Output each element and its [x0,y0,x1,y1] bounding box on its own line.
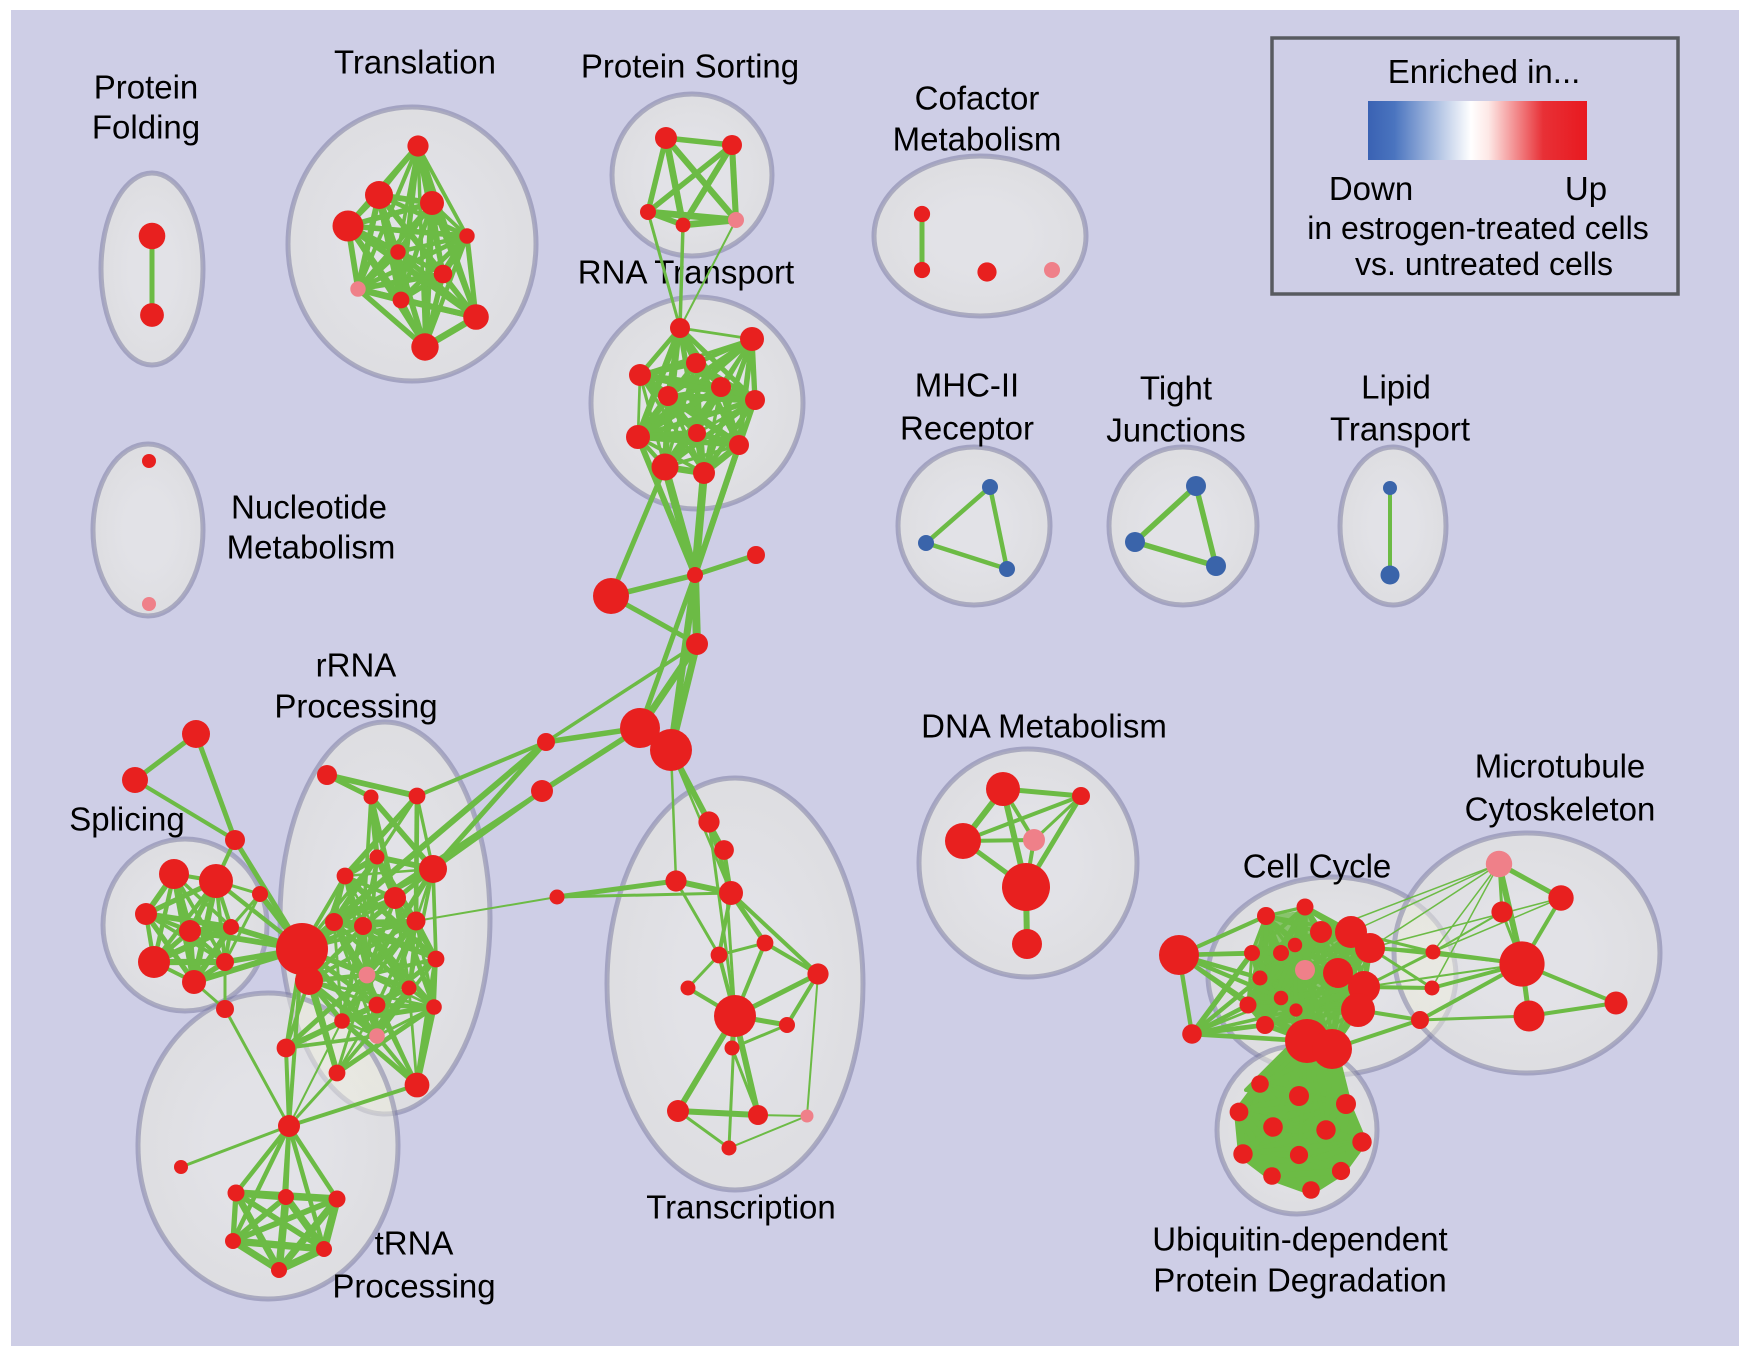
svg-text:Cofactor: Cofactor [915,80,1040,117]
svg-text:Cytoskeleton: Cytoskeleton [1465,791,1656,828]
svg-text:Processing: Processing [332,1268,495,1305]
svg-text:Nucleotide: Nucleotide [231,489,387,526]
svg-text:vs. untreated cells: vs. untreated cells [1355,246,1613,282]
svg-text:Lipid: Lipid [1361,369,1431,406]
svg-text:Folding: Folding [92,109,200,146]
svg-text:in estrogen-treated cells: in estrogen-treated cells [1307,210,1649,246]
svg-text:Up: Up [1565,170,1607,207]
svg-text:Enriched in...: Enriched in... [1388,53,1581,90]
svg-text:Protein Sorting: Protein Sorting [581,48,799,85]
svg-text:Protein Degradation: Protein Degradation [1153,1262,1447,1299]
svg-text:Transport: Transport [1330,411,1470,448]
svg-text:Ubiquitin-dependent: Ubiquitin-dependent [1152,1221,1447,1258]
svg-text:Receptor: Receptor [900,410,1034,447]
svg-text:Cell Cycle: Cell Cycle [1243,848,1392,885]
svg-text:Splicing: Splicing [69,801,185,838]
svg-text:Microtubule: Microtubule [1475,748,1646,785]
svg-text:Metabolism: Metabolism [893,121,1062,158]
svg-text:Down: Down [1329,170,1413,207]
svg-text:DNA Metabolism: DNA Metabolism [921,708,1167,745]
svg-text:RNA Transport: RNA Transport [578,254,794,291]
svg-text:Metabolism: Metabolism [227,529,396,566]
svg-text:Junctions: Junctions [1106,412,1245,449]
svg-text:Protein: Protein [94,69,199,106]
svg-text:Processing: Processing [274,688,437,725]
svg-text:MHC-II: MHC-II [915,367,1019,404]
svg-text:Transcription: Transcription [646,1189,836,1226]
svg-text:rRNA: rRNA [316,647,397,684]
svg-text:Translation: Translation [334,44,496,81]
svg-text:Tight: Tight [1140,370,1212,407]
svg-text:tRNA: tRNA [375,1225,454,1262]
